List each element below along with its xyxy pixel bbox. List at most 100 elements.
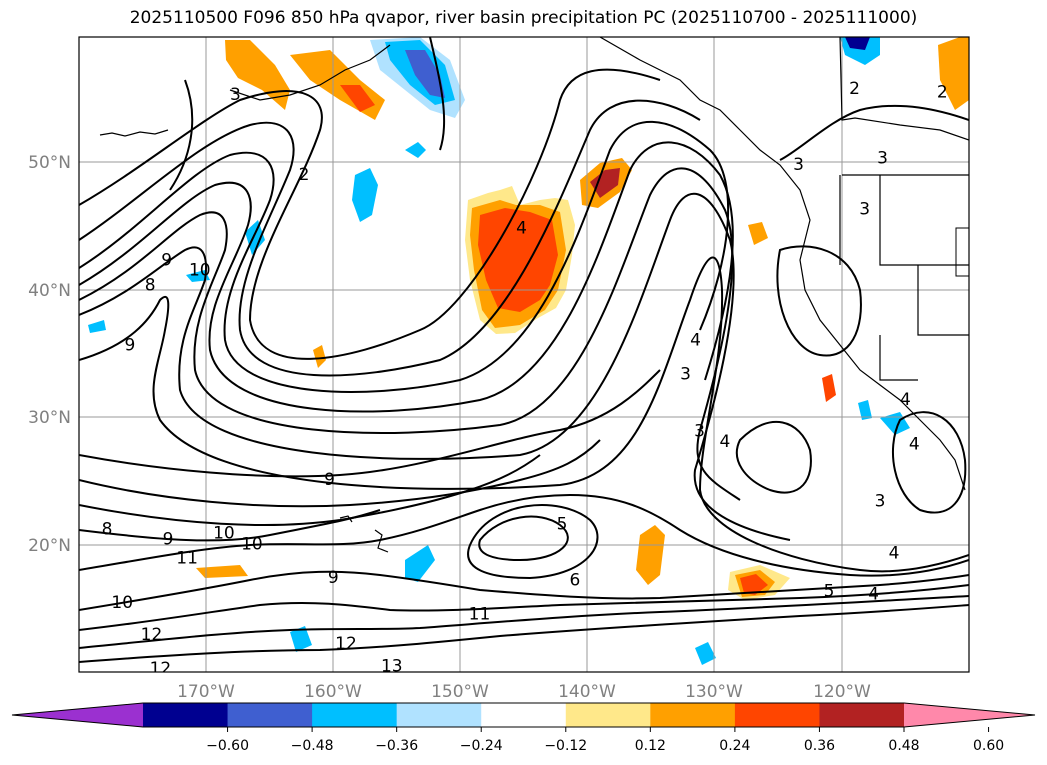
- lon-axis: 170°W 160°W 150°W 140°W 130°W 120°W: [177, 682, 871, 702]
- anomaly-pos-small-2: [748, 222, 768, 245]
- colorbar-tick-label: 0.36: [804, 738, 835, 754]
- colorbar-bin: [143, 703, 229, 727]
- lon-tick-130w: 130°W: [685, 682, 743, 702]
- colorbar-tick-label: −0.24: [460, 738, 503, 754]
- anomaly-bering-pos-2-inner: [340, 85, 375, 112]
- anomaly-neg-subtropic-2: [290, 626, 312, 652]
- contour-label: 4: [719, 432, 730, 452]
- contour-label: 2: [849, 79, 860, 99]
- contour-label: 3: [793, 155, 804, 175]
- contour-label: 6: [569, 570, 580, 590]
- contour-label: 3: [875, 492, 886, 512]
- contour-label: 9: [161, 250, 172, 270]
- contour-label: 5: [557, 514, 568, 534]
- anomaly-pos-subtropic-1: [636, 525, 665, 585]
- lon-tick-170w: 170°W: [177, 682, 235, 702]
- colorbar-bin: [396, 703, 482, 727]
- colorbar-tick-label: 0.12: [635, 738, 666, 754]
- contour-label: 5: [824, 582, 835, 602]
- contour-label: 11: [176, 549, 198, 569]
- anomaly-pos-nw-corner: [938, 37, 969, 110]
- contour-label: 3: [230, 85, 241, 105]
- contour-label: 13: [381, 657, 403, 677]
- plot-title: 2025110500 F096 850 hPa qvapor, river ba…: [129, 8, 918, 28]
- contour-label: 9: [324, 470, 335, 490]
- contour-label: 3: [859, 200, 870, 220]
- colorbar-outline: [11, 702, 1036, 728]
- lat-tick-50n: 50°N: [28, 153, 71, 173]
- anomaly-bering-neg-inner: [405, 50, 445, 98]
- contour-label: 2: [937, 83, 948, 103]
- anomaly-neg-small-2: [405, 142, 426, 158]
- contour-label: 10: [213, 523, 235, 543]
- colorbar-extend-low: [12, 703, 143, 727]
- anomaly-west-neg-3: [88, 320, 106, 333]
- colorbar-bin: [227, 703, 313, 727]
- anomaly-offshore-blob-inner: [590, 168, 620, 198]
- contour-label: 11: [469, 605, 491, 625]
- anomaly-neg-subtropic-1: [405, 545, 435, 582]
- colorbar-tick-label: −0.12: [544, 738, 587, 754]
- anomaly-pos-hawaii-east-inner: [740, 574, 768, 595]
- lat-tick-20n: 20°N: [28, 536, 71, 556]
- contour-label: 4: [909, 434, 920, 454]
- contour-label: 4: [868, 584, 879, 604]
- colorbar-bin: [734, 703, 820, 727]
- contour-label: 12: [141, 625, 163, 645]
- contour-label: 2: [299, 165, 310, 185]
- colorbar-tick-label: −0.36: [375, 738, 418, 754]
- lon-tick-120w: 120°W: [813, 682, 871, 702]
- shaded-anomalies: [88, 37, 969, 665]
- contour-label: 10: [189, 260, 211, 280]
- contour-label: 4: [516, 219, 527, 239]
- anomaly-gulf-of-alaska-inner: [478, 208, 558, 312]
- colorbar: −0.60 −0.48 −0.36 −0.24 −0.12 0.12 0.24 0.36 0.4…: [11, 702, 1036, 754]
- colorbar-tick-label: 0.24: [719, 738, 750, 754]
- anomaly-west-neg-2: [186, 270, 210, 282]
- colorbar-tick-label: −0.48: [291, 738, 334, 754]
- contour-label: 9: [163, 530, 174, 550]
- lon-tick-140w: 140°W: [558, 682, 616, 702]
- colorbar-tick-label: 0.48: [888, 738, 919, 754]
- contour-label: 8: [102, 520, 113, 540]
- anomaly-pos-subtropic-2: [196, 565, 248, 578]
- lat-tick-40n: 40°N: [28, 281, 71, 301]
- colorbar-bins: [143, 703, 905, 727]
- contour-label: 4: [690, 330, 701, 350]
- colorbar-bin: [565, 703, 651, 727]
- lat-tick-30n: 30°N: [28, 408, 71, 428]
- anomaly-neg-coast-2: [858, 400, 872, 420]
- lon-tick-160w: 160°W: [304, 682, 362, 702]
- contour-label: 4: [889, 544, 900, 564]
- coastlines: [99, 37, 969, 553]
- colorbar-bin: [650, 703, 736, 727]
- colorbar-extend-high: [904, 703, 1035, 727]
- anomaly-neg-subtropic-3: [695, 642, 716, 665]
- contour-label: 12: [335, 634, 357, 654]
- lon-tick-150w: 150°W: [431, 682, 489, 702]
- lat-axis: 50°N 40°N 30°N 20°N: [28, 153, 71, 556]
- contour-label: 3: [877, 149, 888, 169]
- map-frame: [78, 36, 970, 673]
- anomaly-neg-canada-inner: [845, 37, 870, 50]
- qvapor-contours: [79, 37, 969, 663]
- contour-label: 10: [241, 535, 263, 555]
- contour-label: 13: [113, 669, 135, 689]
- contour-label: 8: [145, 276, 156, 296]
- anomaly-pos-small-1: [313, 345, 326, 368]
- contour-label: 9: [328, 568, 339, 588]
- map-inset-border: [955, 227, 969, 277]
- colorbar-bin: [819, 703, 905, 727]
- contour-label: 3: [680, 365, 691, 385]
- contour-label: 12: [150, 659, 172, 679]
- anomaly-neg-small-1: [352, 168, 378, 222]
- contour-label: 3: [694, 422, 705, 442]
- contour-label: 4: [900, 390, 911, 410]
- colorbar-tick-label: 0.60: [973, 738, 1004, 754]
- colorbar-ticks: −0.60 −0.48 −0.36 −0.24 −0.12 0.12 0.24 0.36 0.4…: [206, 727, 1004, 754]
- colorbar-bin: [481, 703, 567, 727]
- colorbar-bin: [312, 703, 398, 727]
